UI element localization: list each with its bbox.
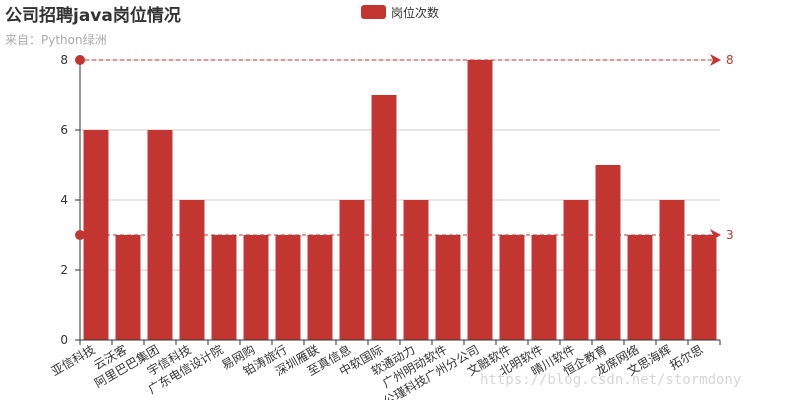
bar-7 [275,235,301,340]
y-tick-label: 4 [60,193,68,207]
markline-arrow [710,54,721,66]
markline-label: 3 [726,228,734,242]
markline-start-dot [75,55,85,65]
bar-16 [563,200,589,340]
bar-14 [499,235,525,340]
markline-arrow [710,229,721,241]
bar-11 [403,200,429,340]
x-axis: 亚信科技云沃客阿里巴巴集团宇信科技广东电信设计院易网购铂涛旅行深圳雁联至真信息中… [49,339,721,400]
bar-19 [659,200,685,340]
bar-10 [371,95,397,340]
mark-lines: 83 [75,53,734,242]
bar-5 [211,235,237,340]
markline-start-dot [75,230,85,240]
category-label: 拓尔思 [667,342,706,373]
y-axis: 0 2 4 6 8 [60,53,81,347]
bar-8 [307,235,333,340]
legend-label[interactable]: 岗位次数 [391,5,439,20]
y-tick-label: 6 [60,123,68,137]
bar-2 [115,235,141,340]
chart-subtitle: 来自：Python绿洲 [5,32,107,47]
bar-20 [691,235,717,340]
markline-label: 8 [726,53,734,67]
y-tick-label: 8 [60,53,68,67]
chart-title: 公司招聘java岗位情况 [5,5,181,26]
bar-4 [179,200,205,340]
y-tick-label: 0 [60,333,68,347]
bar-15 [531,235,557,340]
bar-9 [339,200,365,340]
bars [83,60,717,340]
bar-18 [627,235,653,340]
bar-13 [467,60,493,340]
legend[interactable]: 岗位次数 [361,5,439,20]
y-tick-label: 2 [60,263,68,277]
legend-swatch[interactable] [361,5,386,19]
watermark: https://blog.csdn.net/stormdony [480,372,741,388]
bar-17 [595,165,621,340]
bar-12 [435,235,461,340]
bar-6 [243,235,269,340]
grid-lines [80,59,720,271]
